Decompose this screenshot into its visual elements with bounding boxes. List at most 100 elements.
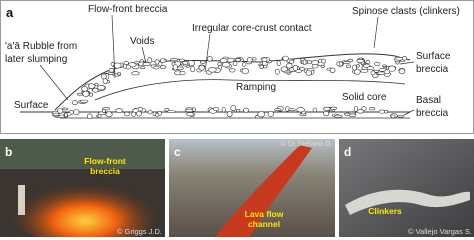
clast: [299, 66, 305, 71]
clast: [361, 106, 367, 111]
clast: [167, 110, 176, 113]
label: Surface: [416, 51, 451, 62]
label: Ramping: [236, 82, 276, 93]
clast: [382, 64, 387, 68]
clast: [179, 70, 186, 75]
clast: [356, 109, 365, 114]
label: breccia: [416, 108, 449, 119]
clast: [236, 108, 241, 113]
clast: [79, 99, 89, 103]
clast: [292, 64, 299, 71]
clast: [137, 107, 144, 112]
label: Basal: [416, 95, 441, 106]
clast: [159, 65, 167, 69]
photo-label: breccia: [90, 166, 120, 176]
clast: [370, 70, 376, 76]
clast: [366, 66, 375, 71]
clast: [182, 60, 189, 65]
clast: [94, 82, 99, 87]
clast: [179, 58, 185, 62]
label: Solid core: [342, 92, 387, 103]
clast: [186, 112, 195, 117]
clast: [226, 111, 233, 118]
clast: [360, 69, 369, 73]
clast: [97, 85, 106, 91]
clast: [230, 105, 237, 112]
leader: [399, 61, 415, 65]
clast: [398, 68, 406, 75]
clast: [116, 72, 122, 76]
clast: [115, 108, 123, 113]
clast: [307, 68, 315, 72]
clast: [378, 109, 386, 114]
clast: [206, 56, 213, 62]
clast: [311, 64, 319, 69]
clast: [123, 60, 129, 66]
clast: [296, 107, 305, 113]
clast: [348, 113, 357, 118]
photo-label: Flow-front: [84, 156, 126, 166]
clast: [226, 57, 235, 63]
clast: [198, 64, 205, 71]
flow-sketch: [20, 53, 411, 120]
photo-label: Lava flow: [245, 209, 284, 219]
clast: [289, 59, 295, 64]
clast: [140, 66, 146, 69]
clast: [131, 111, 136, 117]
clast: [334, 114, 343, 118]
photo-b: [0, 139, 165, 237]
clast: [356, 64, 360, 68]
clast: [108, 67, 115, 73]
clast: [190, 66, 196, 73]
clast: [241, 62, 247, 67]
clast: [158, 61, 163, 67]
clast: [306, 60, 313, 64]
photo-c: [169, 139, 335, 237]
clast: [345, 64, 351, 69]
clast: [397, 114, 405, 118]
label: later slumping: [5, 54, 67, 65]
clast: [155, 112, 160, 117]
label: Spinose clasts (clinkers): [352, 6, 460, 17]
label: breccia: [416, 64, 449, 75]
clast: [322, 106, 331, 111]
clast: [217, 62, 222, 66]
clast: [356, 59, 365, 63]
clast: [343, 61, 351, 64]
leader: [39, 64, 69, 101]
clast: [123, 111, 130, 117]
clast: [228, 68, 236, 73]
clast: [312, 107, 318, 113]
clast: [390, 114, 396, 119]
photo-label: Clinkers: [368, 206, 402, 216]
clast: [374, 61, 381, 66]
label: Irregular core-crust contact: [192, 23, 312, 34]
clast: [52, 112, 60, 116]
clast: [125, 64, 131, 70]
clast: [221, 62, 231, 68]
clast: [213, 106, 220, 112]
panel-letter: c: [174, 145, 181, 159]
clast: [302, 59, 307, 66]
clast: [263, 64, 268, 69]
clast: [352, 64, 357, 71]
leader: [403, 109, 415, 116]
panel-letter: a: [6, 5, 14, 20]
clast: [395, 56, 404, 61]
clast: [170, 58, 179, 62]
clast: [221, 106, 226, 113]
clast: [286, 62, 293, 69]
clast: [323, 110, 330, 117]
clast: [82, 90, 90, 97]
clast: [76, 92, 83, 96]
clast: [320, 64, 325, 68]
clast: [338, 61, 343, 67]
clast: [261, 57, 268, 62]
clast: [251, 57, 257, 61]
clast: [160, 58, 166, 63]
clast: [136, 110, 142, 117]
clast: [164, 108, 170, 112]
clast: [259, 64, 264, 69]
clast: [100, 73, 107, 80]
